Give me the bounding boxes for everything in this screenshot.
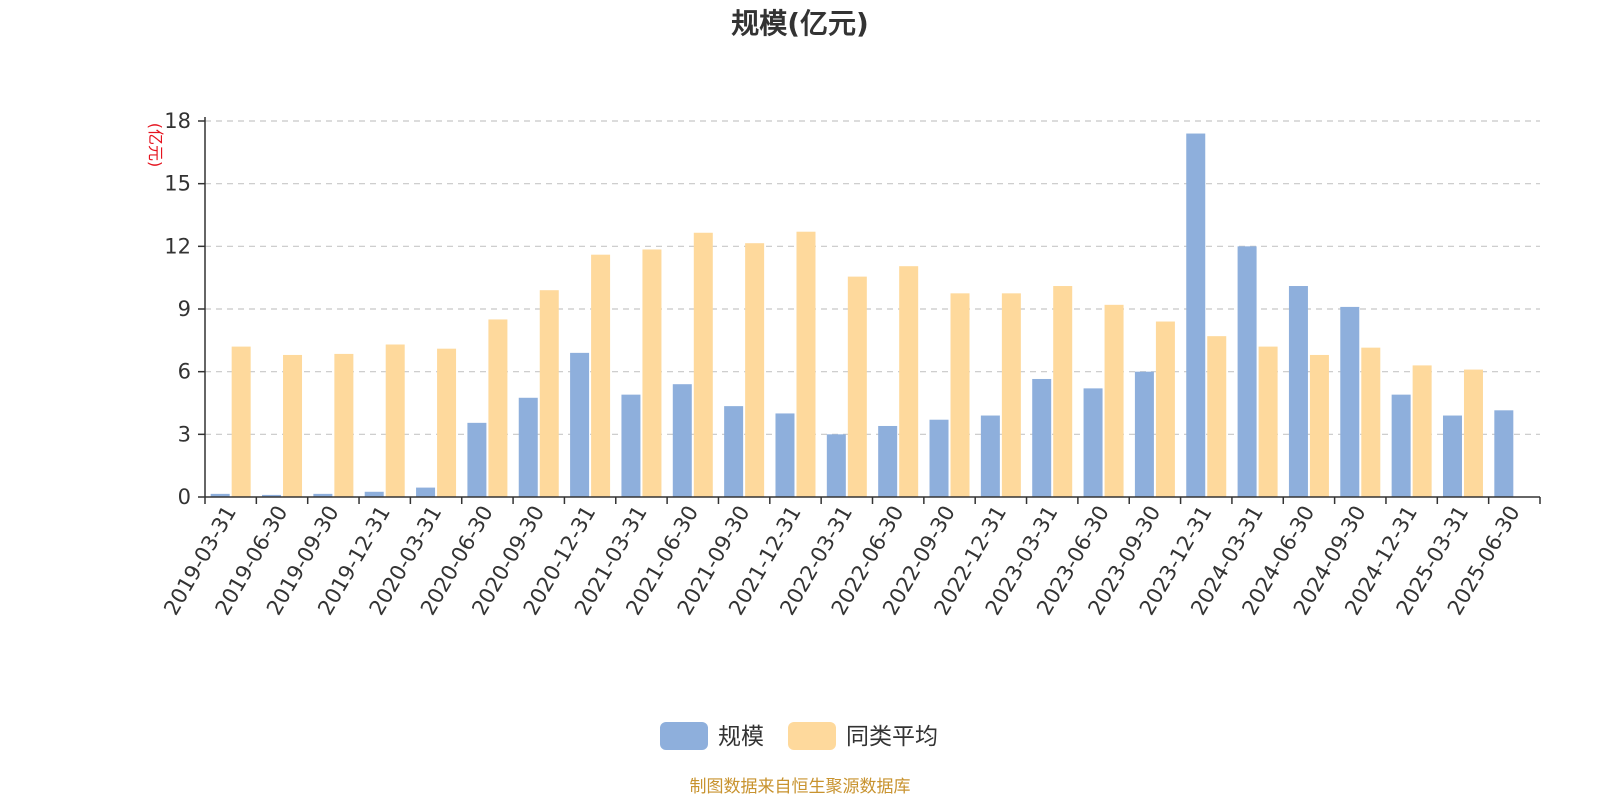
data-source-note: 制图数据来自恒生聚源数据库 [690, 777, 911, 797]
bar-scale [1032, 378, 1052, 497]
bar-peer-average [1309, 354, 1329, 497]
bar-scale [724, 406, 744, 497]
bars [210, 133, 1514, 498]
legend-swatch [660, 722, 708, 750]
bar-scale [1442, 415, 1462, 497]
bar-scale [210, 493, 230, 497]
bar-scale [1237, 246, 1257, 497]
bar-peer-average [899, 266, 919, 497]
bar-peer-average [796, 231, 816, 497]
bar-scale [980, 415, 1000, 497]
y-tick-label: 9 [178, 297, 191, 321]
bar-peer-average [1412, 365, 1432, 497]
bar-scale [1288, 286, 1308, 497]
bar-peer-average [693, 232, 713, 497]
legend: 规模 同类平均 [660, 722, 938, 750]
bar-scale [313, 493, 333, 497]
bar-scale [570, 352, 590, 497]
bar-peer-average [1053, 286, 1073, 497]
bar-scale [416, 487, 436, 497]
bar-scale [929, 419, 949, 497]
bar-peer-average [950, 293, 970, 497]
y-tick-label: 3 [178, 422, 191, 446]
bar-peer-average [1104, 304, 1124, 497]
bar-peer-average [1001, 293, 1021, 497]
bar-scale [1391, 394, 1411, 497]
bar-scale [621, 394, 641, 497]
y-axis-unit-label: (亿元) [146, 123, 165, 168]
bar-peer-average [437, 348, 457, 497]
bar-scale [1083, 388, 1103, 497]
bar-peer-average [488, 319, 508, 497]
chart-title: 规模(亿元) [731, 7, 869, 40]
bar-peer-average [847, 276, 867, 497]
y-tick-label: 6 [178, 360, 191, 384]
bar-scale [1494, 410, 1514, 497]
bar-peer-average [1361, 347, 1381, 497]
bar-scale [1186, 133, 1206, 498]
bar-peer-average [1258, 346, 1278, 497]
bar-peer-average [231, 346, 251, 497]
bar-peer-average [642, 249, 662, 497]
bar-scale [1340, 306, 1360, 497]
y-tick-label: 15 [164, 172, 191, 196]
bar-peer-average [385, 344, 405, 497]
bar-scale [518, 397, 538, 497]
legend-label: 同类平均 [846, 724, 938, 750]
bar-peer-average [283, 354, 303, 497]
grid-lines [205, 120, 1540, 435]
bar-peer-average [539, 290, 559, 497]
legend-swatch [788, 722, 836, 750]
y-tick-label: 12 [164, 234, 191, 258]
bar-scale [467, 422, 487, 497]
bar-peer-average [591, 254, 611, 497]
legend-label: 规模 [718, 724, 764, 750]
y-tick-label: 18 [164, 109, 191, 133]
bar-scale [672, 384, 692, 497]
bar-scale [364, 491, 384, 497]
bar-scale [878, 425, 898, 497]
bar-scale [262, 494, 282, 497]
bar-scale [826, 434, 846, 497]
bar-scale [775, 413, 795, 497]
bar-peer-average [1463, 369, 1483, 497]
bar-peer-average [745, 243, 765, 497]
bar-scale [1134, 371, 1154, 497]
y-tick-label: 0 [178, 485, 191, 509]
bar-peer-average [334, 353, 354, 497]
bar-peer-average [1207, 336, 1227, 497]
bar-peer-average [1155, 321, 1175, 497]
